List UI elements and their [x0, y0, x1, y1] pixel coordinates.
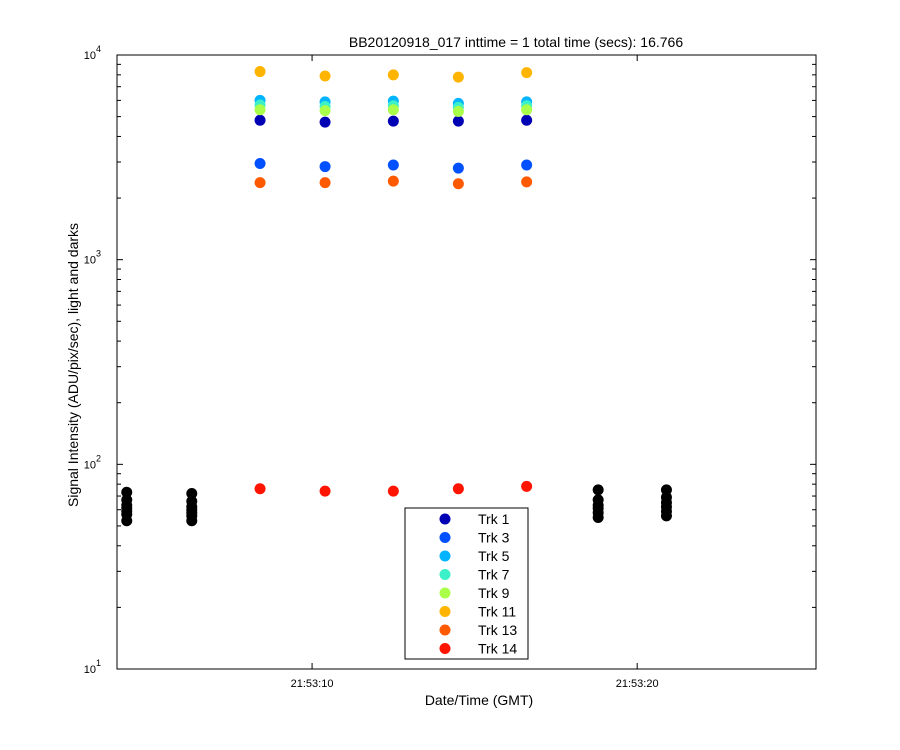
plot-area-frame [116, 54, 817, 670]
data-point [387, 115, 399, 127]
data-point [254, 104, 266, 116]
data-point [387, 159, 399, 171]
data-point [319, 485, 331, 497]
data-point [452, 105, 464, 117]
legend-marker [439, 569, 451, 580]
data-point [387, 69, 399, 81]
y-tick-label: 101 [84, 658, 101, 676]
data-point [319, 116, 331, 128]
data-point [452, 115, 464, 127]
data-point [319, 161, 331, 173]
data-point [521, 176, 533, 188]
data-point [121, 515, 133, 527]
data-point [319, 70, 331, 82]
data-point [452, 71, 464, 83]
legend-label: Trk 1 [478, 511, 510, 527]
x-tick-label: 21:53:10 [291, 678, 334, 690]
legend-label: Trk 14 [478, 641, 517, 657]
legend-label: Trk 11 [478, 604, 516, 620]
data-point [387, 485, 399, 497]
y-tick-label: 104 [84, 44, 101, 62]
data-point [254, 114, 266, 126]
data-point [387, 104, 399, 116]
data-point [521, 114, 533, 126]
data-point [660, 510, 672, 522]
data-point [121, 486, 133, 498]
chart-title: BB20120918_017 inttime = 1 total time (s… [349, 34, 683, 50]
data-points [121, 66, 672, 527]
legend-marker [439, 532, 451, 543]
x-tick-label: 21:53:20 [616, 678, 659, 690]
axis-ticks: 101 102 103 104 21:53:10 21:53:20 [84, 44, 816, 690]
legend-marker [439, 643, 451, 654]
legend: Trk 1 Trk 3 Trk 5 Trk 7 Trk 9 Trk 11 Trk 13 Trk… [404, 507, 529, 660]
data-point [387, 175, 399, 187]
data-point [452, 483, 464, 495]
data-point [186, 488, 198, 500]
data-point [254, 177, 266, 189]
data-point [452, 162, 464, 174]
data-point [452, 178, 464, 190]
legend-marker [439, 513, 451, 525]
legend-marker [439, 587, 451, 599]
data-point [521, 67, 533, 79]
data-point [254, 158, 266, 170]
data-point [319, 177, 331, 189]
data-point [254, 483, 266, 495]
data-point [592, 511, 604, 523]
y-tick-label: 103 [84, 249, 101, 267]
legend-label: Trk 7 [478, 567, 510, 583]
data-point [521, 104, 533, 116]
data-point [521, 159, 533, 171]
legend-marker [439, 606, 451, 617]
y-tick-label: 102 [84, 453, 101, 471]
legend-label: Trk 5 [478, 548, 510, 564]
x-axis-label: Date/Time (GMT) [425, 692, 533, 708]
legend-label: Trk 3 [478, 530, 510, 546]
data-point [319, 105, 331, 117]
data-point [186, 515, 198, 527]
data-point [254, 66, 266, 78]
data-point [592, 484, 604, 496]
legend-box [404, 507, 529, 660]
legend-label: Trk 13 [478, 622, 517, 638]
y-axis-label: Signal Intensity (ADU/pix/sec), light an… [65, 223, 81, 507]
data-point [521, 480, 533, 492]
legend-marker [439, 550, 451, 562]
legend-marker [439, 624, 451, 636]
legend-label: Trk 9 [478, 585, 510, 601]
